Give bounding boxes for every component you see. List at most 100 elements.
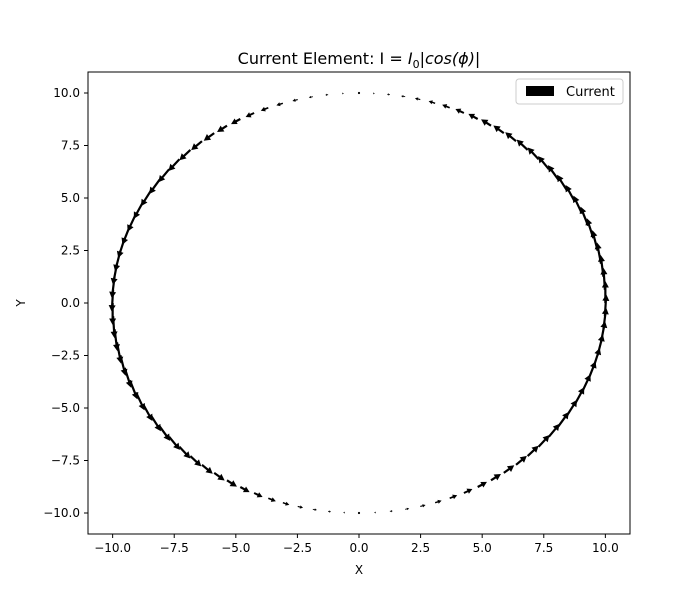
x-tick-label: 10.0 [592, 541, 619, 555]
current-arrow [557, 412, 569, 428]
current-arrow [135, 391, 145, 411]
current-arrow [191, 140, 203, 151]
current-arrow [414, 97, 421, 101]
current-arrow [468, 113, 479, 120]
x-tick-label: −7.5 [160, 541, 189, 555]
current-arrow [179, 149, 192, 161]
current-arrow [547, 165, 560, 181]
current-arrow [201, 463, 213, 474]
current-arrow [573, 195, 583, 215]
current-arrow [389, 510, 393, 513]
x-tick-label: −5.0 [221, 541, 250, 555]
y-tick-label: 5.0 [61, 191, 80, 205]
current-arrow [213, 472, 225, 481]
current-arrow [245, 112, 255, 118]
current-arrow [343, 511, 345, 514]
y-axis-label: Y [14, 299, 28, 308]
x-axis-ticks: −10.0 −7.5 −5.0 −2.5 0.0 2.5 5.0 7.5 10.0 [94, 534, 619, 555]
current-arrow [267, 497, 276, 502]
y-tick-label: −10.0 [43, 506, 80, 520]
current-arrow [178, 446, 191, 459]
current-arrow [463, 488, 473, 494]
current-arrow [490, 473, 501, 482]
current-arrow [168, 158, 181, 171]
x-tick-label: 7.5 [534, 541, 553, 555]
current-arrow [276, 102, 284, 107]
current-arrow [401, 95, 406, 98]
current-arrow [527, 147, 540, 160]
current-arrow [601, 307, 609, 330]
y-tick-label: 0.0 [61, 296, 80, 310]
current-arrow [537, 435, 550, 448]
current-arrow [602, 294, 610, 317]
current-arrow [505, 132, 517, 143]
current-arrow [373, 92, 375, 95]
chart-title: Current Element: I = I0|cos(ϕ)| [238, 49, 481, 71]
current-arrow [168, 436, 180, 450]
current-arrow [109, 276, 117, 299]
current-arrow [113, 250, 122, 272]
y-axis-ticks: 10.0 7.5 5.0 2.5 0.0 −2.5 −5.0 −7.5 −10.0 [43, 86, 88, 520]
current-arrow [325, 93, 329, 96]
current-arrow [108, 289, 116, 312]
current-arrow [455, 108, 465, 114]
legend-frame [515, 78, 624, 105]
y-tick-label: 10.0 [53, 86, 80, 100]
current-arrow [150, 414, 161, 432]
current-arrow [405, 507, 410, 511]
current-arrow [387, 93, 390, 96]
current-arrow [420, 504, 426, 508]
current-arrow [226, 479, 237, 487]
current-arrow [260, 106, 269, 112]
current-arrow [239, 486, 250, 493]
current-arrow [297, 505, 304, 509]
current-arrow [515, 455, 527, 466]
current-arrow [149, 178, 161, 194]
current-arrow [599, 321, 608, 343]
current-arrow [374, 511, 376, 514]
x-tick-label: −10.0 [94, 541, 131, 555]
current-arrow [110, 263, 119, 285]
current-arrow [449, 494, 458, 500]
current-arrow [253, 492, 263, 498]
y-tick-label: 7.5 [61, 139, 80, 153]
current-arrow [596, 334, 605, 356]
current-arrow [357, 91, 361, 95]
x-tick-label: 0.0 [349, 541, 368, 555]
current-arrow [477, 481, 487, 488]
current-arrow [538, 156, 550, 170]
plot-frame [87, 71, 631, 535]
current-arrow [328, 510, 331, 513]
current-arrow [357, 511, 361, 515]
current-arrow [493, 125, 505, 134]
current-arrow [565, 184, 576, 203]
current-arrow [428, 100, 436, 105]
current-arrow [217, 124, 228, 133]
current-arrow [158, 425, 171, 441]
current-arrow [203, 132, 215, 141]
current-arrow [557, 174, 568, 192]
current-arrow [142, 403, 153, 422]
x-axis-label: X [355, 563, 363, 577]
current-arrow [434, 499, 442, 504]
current-arrow [189, 455, 202, 467]
x-tick-label: 5.0 [473, 541, 492, 555]
x-tick-label: 2.5 [411, 541, 430, 555]
current-arrow [308, 95, 313, 99]
current-arrow [158, 168, 171, 183]
current-arrow [141, 189, 152, 207]
legend-swatch [526, 86, 554, 96]
y-tick-label: 2.5 [61, 244, 80, 258]
legend: Current [515, 78, 624, 105]
current-arrow [292, 98, 298, 102]
y-tick-label: −5.0 [51, 401, 80, 415]
current-arrow [342, 92, 344, 95]
current-arrow [526, 445, 539, 457]
y-tick-label: −2.5 [51, 349, 80, 363]
current-arrow [481, 119, 492, 127]
current-arrow [442, 104, 451, 109]
current-arrow [231, 118, 241, 125]
current-arrow [312, 508, 317, 511]
current-arrow [503, 465, 515, 474]
